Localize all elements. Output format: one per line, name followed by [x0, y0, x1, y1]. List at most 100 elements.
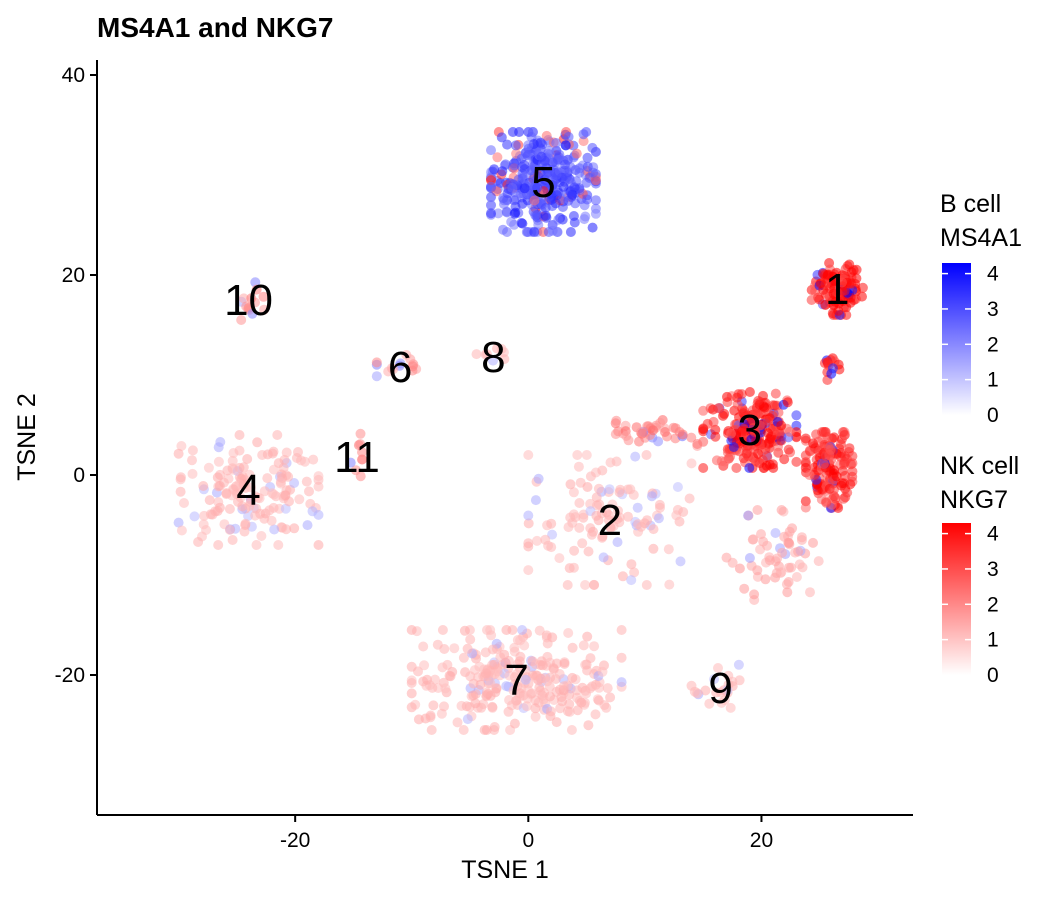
- data-point: [784, 426, 795, 437]
- data-point: [663, 544, 674, 555]
- data-point: [756, 529, 766, 540]
- x-tick-label: -20: [280, 829, 310, 852]
- data-point: [752, 505, 763, 515]
- data-point: [626, 575, 637, 586]
- data-point: [430, 674, 440, 685]
- data-point: [252, 437, 263, 448]
- data-point: [258, 291, 269, 302]
- data-point: [629, 567, 640, 578]
- data-point: [831, 267, 842, 278]
- data-point: [502, 227, 512, 237]
- data-point: [517, 198, 528, 209]
- data-point: [345, 457, 356, 468]
- data-point: [739, 583, 750, 594]
- data-point: [251, 284, 262, 295]
- data-point: [698, 463, 709, 473]
- data-point: [500, 657, 511, 668]
- data-point: [291, 453, 302, 463]
- data-point: [407, 361, 418, 372]
- data-point: [582, 152, 593, 163]
- data-point: [646, 491, 657, 502]
- data-point: [648, 543, 659, 554]
- data-point: [551, 169, 562, 180]
- data-point: [587, 222, 598, 233]
- data-point: [540, 202, 551, 213]
- data-point: [593, 483, 604, 494]
- data-point: [224, 504, 235, 514]
- data-point: [760, 574, 771, 585]
- cluster-label: 11: [334, 433, 380, 482]
- data-point: [538, 694, 549, 705]
- data-point: [642, 515, 653, 526]
- data-point: [262, 473, 273, 484]
- data-point: [782, 587, 793, 598]
- data-point: [821, 497, 832, 508]
- data-point: [529, 227, 540, 237]
- data-point: [536, 151, 547, 162]
- data-point: [551, 138, 562, 148]
- data-point: [716, 456, 727, 467]
- data-point: [499, 354, 510, 365]
- data-point: [226, 490, 237, 501]
- data-point: [791, 410, 802, 421]
- data-point: [783, 537, 794, 548]
- data-point: [648, 524, 659, 535]
- data-point: [579, 214, 590, 225]
- data-point: [836, 480, 847, 491]
- data-point: [578, 129, 589, 140]
- data-point: [626, 559, 637, 570]
- legend-tick-label: 1: [987, 629, 999, 652]
- data-point: [825, 444, 836, 455]
- data-point: [617, 571, 628, 582]
- data-point: [532, 535, 542, 546]
- data-point: [439, 644, 450, 654]
- data-point: [672, 482, 683, 492]
- data-point: [598, 552, 609, 563]
- data-point: [653, 436, 664, 447]
- data-point: [210, 506, 221, 517]
- data-point: [533, 473, 544, 484]
- data-point: [839, 457, 850, 468]
- data-point: [783, 562, 794, 573]
- data-point: [458, 725, 469, 735]
- data-point: [199, 510, 210, 521]
- data-point: [572, 705, 583, 716]
- data-point: [603, 515, 614, 526]
- data-point: [804, 470, 815, 480]
- legend-nkg7: NK cell NKG7 0 1 2 3 4: [940, 452, 1019, 687]
- data-point: [847, 471, 858, 482]
- data-point: [498, 193, 509, 204]
- data-point: [259, 486, 270, 497]
- data-point: [572, 450, 583, 460]
- data-point: [709, 674, 720, 685]
- data-point: [713, 663, 723, 673]
- data-point: [501, 207, 512, 218]
- data-point: [830, 493, 841, 504]
- data-point: [565, 161, 576, 172]
- data-point: [616, 625, 627, 635]
- data-point: [583, 546, 594, 557]
- data-point: [509, 718, 520, 729]
- data-point: [588, 167, 599, 178]
- data-point: [734, 563, 745, 574]
- data-point: [269, 524, 280, 535]
- data-point: [857, 291, 867, 302]
- data-point: [762, 540, 773, 551]
- legend-title-line: B cell: [940, 190, 1001, 218]
- cluster-label: 9: [708, 664, 732, 713]
- data-point: [832, 287, 843, 298]
- data-point: [591, 492, 602, 503]
- data-point: [308, 454, 319, 465]
- data-point: [517, 218, 528, 229]
- data-point: [499, 649, 510, 660]
- y-axis-label: TSNE 2: [13, 393, 41, 481]
- data-point: [553, 214, 564, 225]
- data-point: [214, 480, 225, 491]
- data-point: [521, 701, 532, 712]
- data-point: [487, 702, 498, 713]
- data-point: [275, 477, 286, 487]
- data-point: [203, 462, 214, 473]
- data-point: [437, 662, 448, 673]
- y-axis-ticks: -20 0 20 40: [55, 64, 97, 687]
- data-point: [481, 668, 491, 679]
